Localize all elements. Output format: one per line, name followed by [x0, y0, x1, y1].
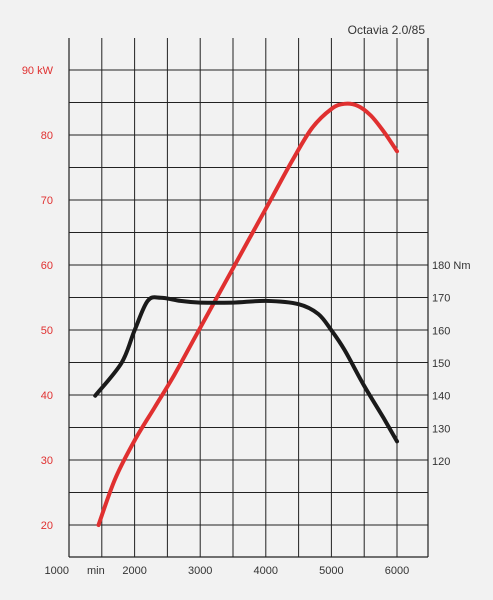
right-tick-label: 160: [432, 325, 450, 337]
left-tick-label: 50: [41, 325, 53, 337]
torque-series-line: [93, 295, 399, 444]
left-tick-label: 80: [41, 130, 53, 142]
left-tick-label: 70: [41, 195, 53, 207]
x-tick-label: 4000: [254, 565, 278, 577]
power-series-line: [96, 101, 399, 527]
x-tick-label: 1000: [45, 565, 69, 577]
plot-frame: [68, 38, 429, 558]
right-tick-label: 120: [432, 456, 450, 468]
left-tick-label: 90 kW: [22, 65, 54, 77]
series-layer: [93, 101, 399, 527]
left-tick-label: 60: [41, 260, 53, 272]
x-tick-label: 3000: [188, 565, 212, 577]
x-tick-label: 2000: [122, 565, 146, 577]
right-tick-label: 180 Nm: [432, 260, 471, 272]
grid: [68, 38, 428, 557]
left-tick-label: 20: [41, 520, 53, 532]
right-tick-label: 130: [432, 423, 450, 435]
left-axis: 90 kW 80 70 60 50 40 30 20: [22, 65, 54, 532]
x-tick-label: 5000: [319, 565, 343, 577]
right-tick-label: 150: [432, 358, 450, 370]
chart-title: Octavia 2.0/85: [348, 23, 426, 37]
x-axis-label: min: [87, 565, 105, 577]
right-axis: 180 Nm 170 160 150 140 130 120: [432, 260, 471, 468]
x-axis: 1000 2000 3000 4000 5000 6000: [45, 565, 410, 577]
left-tick-label: 30: [41, 455, 53, 467]
left-tick-label: 40: [41, 390, 53, 402]
x-tick-label: 6000: [385, 565, 409, 577]
right-tick-label: 170: [432, 293, 450, 305]
right-tick-label: 140: [432, 391, 450, 403]
